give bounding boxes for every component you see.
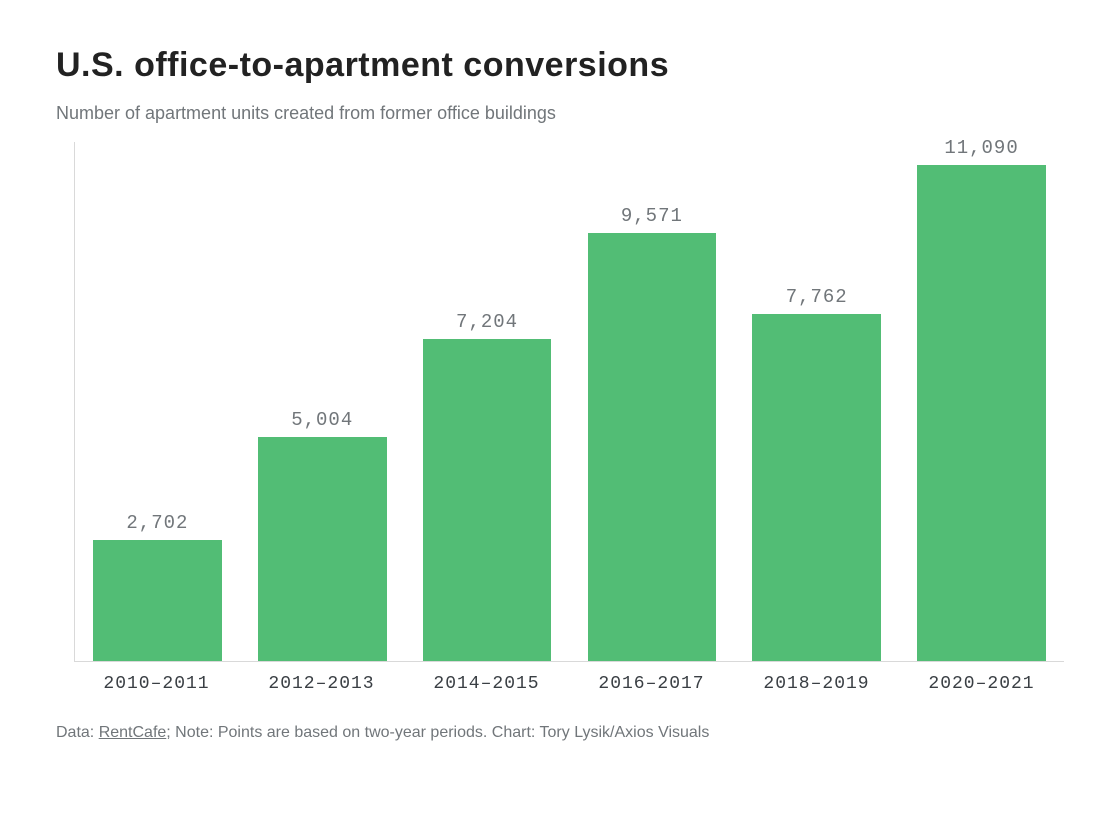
bar-value-label: 7,204: [423, 311, 552, 333]
bar: 9,571: [588, 233, 717, 661]
x-axis-label: 2010–2011: [74, 662, 239, 702]
bar: 7,762: [752, 314, 881, 661]
chart-title: U.S. office-to-apartment conversions: [56, 46, 1064, 85]
bar-value-label: 5,004: [258, 409, 387, 431]
footer-suffix: ; Note: Points are based on two-year per…: [166, 724, 709, 741]
chart-x-axis: 2010–20112012–20132014–20152016–20172018…: [74, 662, 1064, 702]
bar-value-label: 7,762: [752, 286, 881, 308]
bar-slot: 9,571: [569, 142, 734, 661]
chart-footer: Data: RentCafe; Note: Points are based o…: [56, 724, 1064, 742]
bar: 7,204: [423, 339, 552, 661]
footer-source-link[interactable]: RentCafe: [99, 724, 167, 741]
bar-value-label: 9,571: [588, 205, 717, 227]
bar-slot: 5,004: [240, 142, 405, 661]
bar-slot: 2,702: [75, 142, 240, 661]
bar-chart: 2,702 5,004 7,204 9,571 7,762 11,090 2010–201…: [56, 142, 1064, 702]
bar-slot: 7,762: [734, 142, 899, 661]
chart-subtitle: Number of apartment units created from f…: [56, 103, 1064, 124]
bar-value-label: 11,090: [917, 137, 1046, 159]
footer-prefix: Data:: [56, 724, 99, 741]
bar-slot: 11,090: [899, 142, 1064, 661]
bar: 2,702: [93, 540, 222, 661]
bar-slot: 7,204: [405, 142, 570, 661]
x-axis-label: 2016–2017: [569, 662, 734, 702]
x-axis-label: 2020–2021: [899, 662, 1064, 702]
x-axis-label: 2018–2019: [734, 662, 899, 702]
bar: 5,004: [258, 437, 387, 661]
bar-value-label: 2,702: [93, 512, 222, 534]
x-axis-label: 2014–2015: [404, 662, 569, 702]
chart-bars: 2,702 5,004 7,204 9,571 7,762 11,090: [75, 142, 1064, 661]
chart-container: U.S. office-to-apartment conversions Num…: [0, 0, 1120, 742]
chart-plot-area: 2,702 5,004 7,204 9,571 7,762 11,090: [74, 142, 1064, 662]
x-axis-label: 2012–2013: [239, 662, 404, 702]
bar: 11,090: [917, 165, 1046, 661]
